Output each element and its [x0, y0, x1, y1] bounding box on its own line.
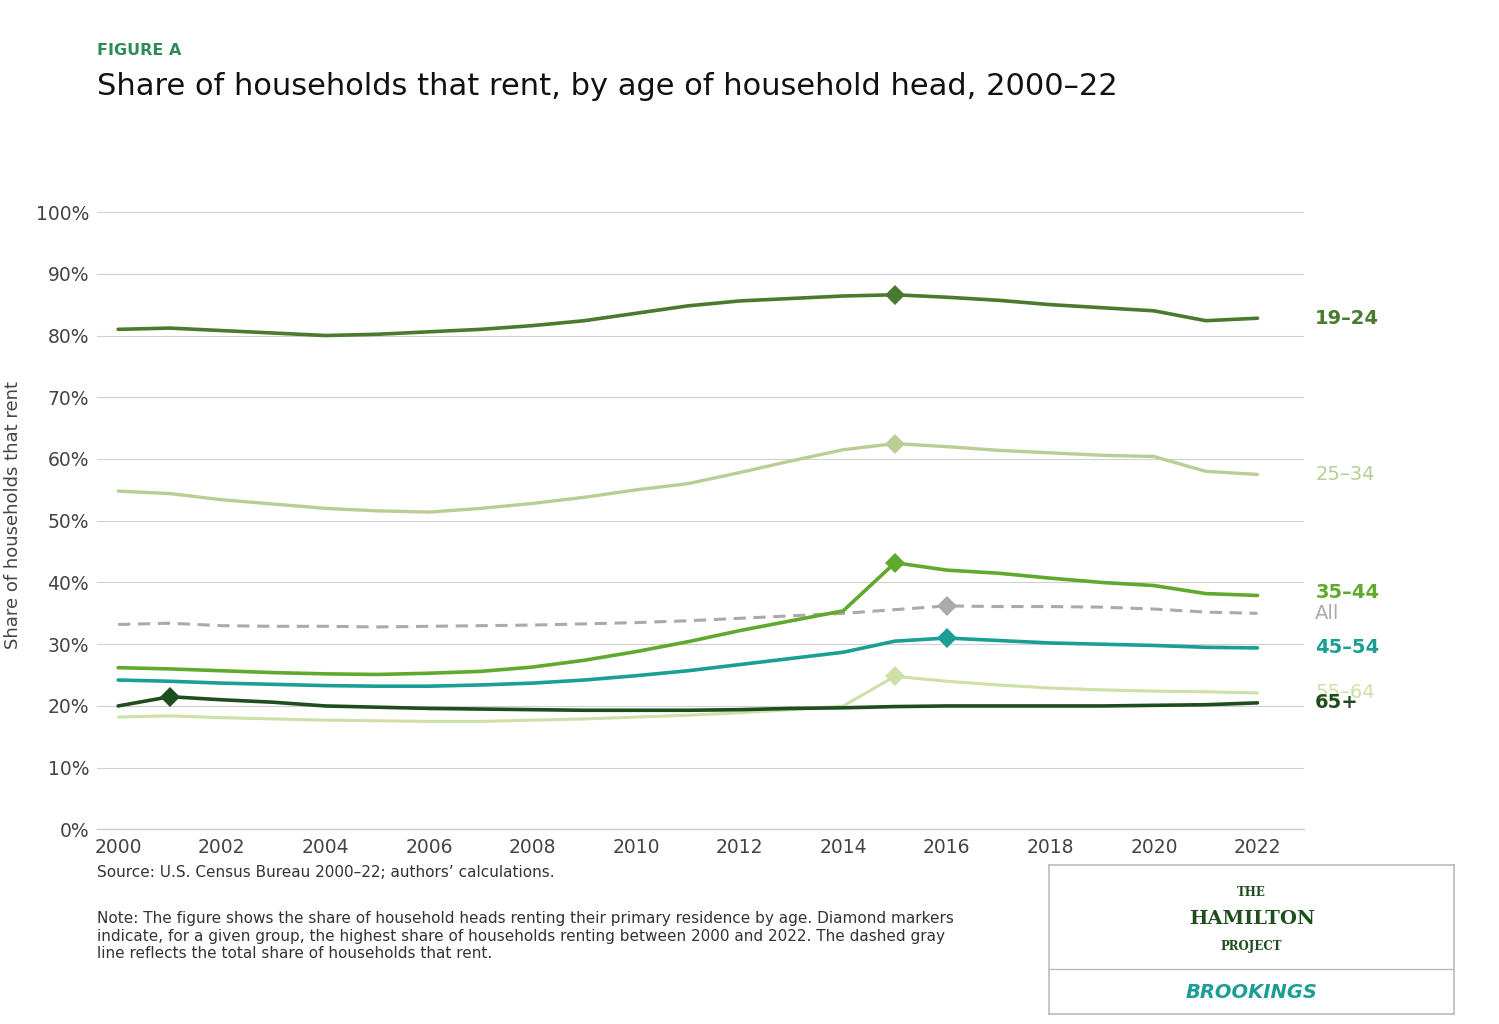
Text: 25–34: 25–34	[1315, 465, 1375, 484]
Text: 35–44: 35–44	[1315, 584, 1379, 602]
Text: Source: U.S. Census Bureau 2000–22; authors’ calculations.: Source: U.S. Census Bureau 2000–22; auth…	[97, 865, 555, 881]
Text: All: All	[1315, 604, 1340, 623]
Text: 55–64: 55–64	[1315, 683, 1375, 702]
Text: HAMILTON: HAMILTON	[1189, 909, 1315, 928]
Text: 19–24: 19–24	[1315, 308, 1379, 328]
Text: 65+: 65+	[1315, 693, 1360, 713]
Text: PROJECT: PROJECT	[1220, 940, 1283, 953]
Text: THE: THE	[1237, 886, 1267, 898]
Text: 45–54: 45–54	[1315, 638, 1379, 657]
Text: FIGURE A: FIGURE A	[97, 43, 181, 58]
Text: BROOKINGS: BROOKINGS	[1186, 983, 1318, 1002]
Text: Share of households that rent, by age of household head, 2000–22: Share of households that rent, by age of…	[97, 72, 1118, 100]
Y-axis label: Share of households that rent: Share of households that rent	[4, 381, 22, 648]
Text: Note: The figure shows the share of household heads renting their primary reside: Note: The figure shows the share of hous…	[97, 911, 955, 962]
